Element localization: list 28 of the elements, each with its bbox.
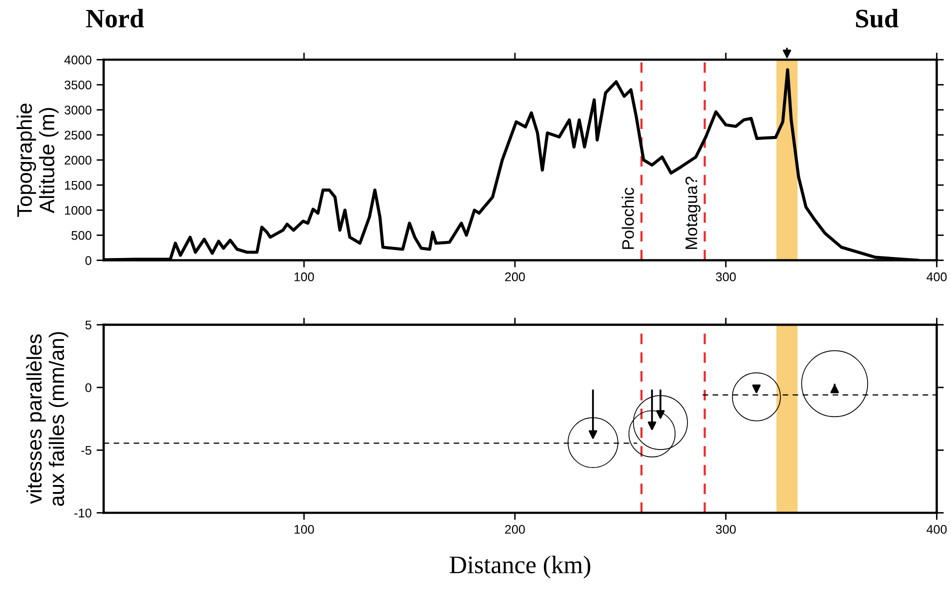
y-axis-title: vitesses parallèles aux failles (mm/an): [26, 332, 68, 506]
x-tick-label: 300: [716, 524, 736, 534]
y-tick-label: 3000: [64, 106, 92, 114]
x-tick-label: 100: [294, 272, 314, 282]
y-axis-title: Topographie Altitude (m): [16, 104, 58, 217]
x-tick-label: 200: [505, 524, 525, 534]
y-tick-label: 1000: [65, 206, 92, 215]
y-tick-label: 4000: [64, 56, 92, 64]
x-tick-label: 400: [926, 524, 947, 534]
y-tick-label: 2500: [64, 130, 92, 140]
text: Sud: [856, 8, 898, 28]
y-tick-label: 0: [85, 256, 92, 265]
x-axis-title: Distance (km): [450, 556, 590, 578]
y-tick-label: 5: [85, 320, 92, 330]
y-tick-label: 500: [72, 231, 92, 240]
y-tick-label: -10: [74, 508, 92, 518]
y-tick-label: 3500: [64, 80, 92, 90]
y-tick-label: 1500: [65, 180, 92, 190]
y-tick-label: 0: [85, 383, 92, 392]
x-tick-label: 200: [505, 272, 525, 282]
y-tick-label: 2000: [64, 156, 92, 165]
y-tick-label: -5: [81, 446, 92, 455]
x-tick-label: 100: [294, 524, 314, 534]
text: Nord: [86, 8, 144, 28]
ref-line-label: Motagua?: [685, 176, 701, 249]
x-tick-label: 300: [716, 272, 736, 282]
x-tick-label: 400: [926, 272, 947, 282]
ref-line-label: Polochic: [622, 188, 634, 249]
